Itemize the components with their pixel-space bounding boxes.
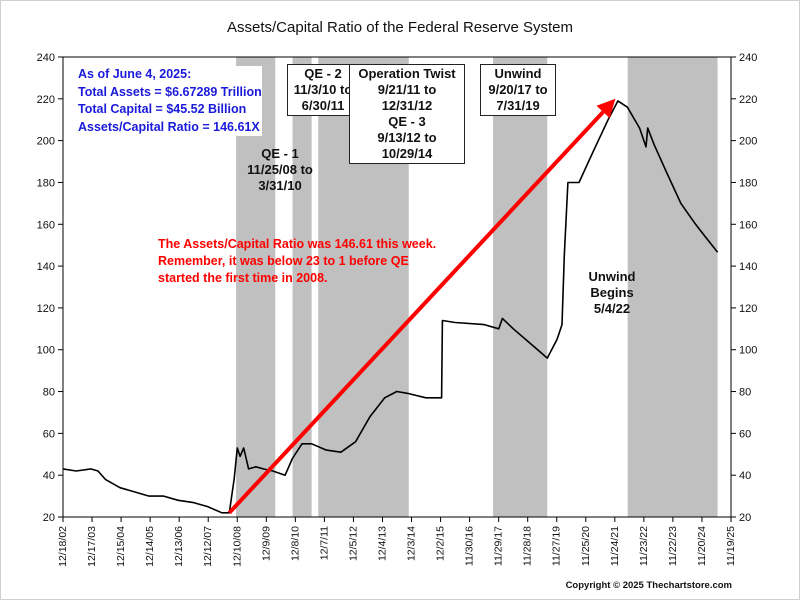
x-tick-label: 11/28/18: [522, 526, 534, 566]
shaded-period: [627, 57, 718, 517]
note-block: The Assets/Capital Ratio was 146.61 this…: [158, 236, 436, 287]
series-line: [62, 100, 719, 514]
copyright-text: Copyright © 2025 Thechartstore.com: [565, 580, 732, 591]
x-tick-label: 12/4/13: [376, 526, 388, 561]
y-tick-label-left: 140: [37, 261, 55, 273]
note-line: The Assets/Capital Ratio was 146.61 this…: [158, 237, 437, 251]
trend-arrow-shaft: [227, 110, 605, 515]
x-tick-label: 12/3/14: [406, 526, 418, 561]
y-tick-label-right: 60: [739, 428, 751, 440]
plot-area: [62, 56, 732, 518]
unwind-begins-label: Unwind Begins 5/4/22: [588, 269, 636, 316]
y-tick-label-left: 160: [37, 219, 55, 231]
info-line: As of June 4, 2025:: [78, 67, 192, 81]
y-tick-label-left: 120: [37, 303, 55, 315]
shaded-period: [493, 57, 548, 517]
x-tick-label: 12/5/12: [347, 526, 359, 561]
twist-qe3-label: Operation Twist 9/21/11 to 12/31/12 QE -…: [349, 64, 465, 164]
y-tick-label-right: 220: [739, 94, 757, 106]
x-tick-label: 12/13/06: [173, 526, 185, 567]
x-tick-label: 12/18/02: [57, 526, 69, 567]
trend-arrow-head: [596, 98, 616, 119]
y-tick-label-right: 200: [739, 136, 757, 148]
x-tick-label: 11/23/22: [638, 526, 650, 566]
x-tick-label: 12/9/09: [260, 526, 272, 561]
y-tick-label-right: 40: [739, 470, 751, 482]
shaded-period: [292, 57, 312, 517]
info-line: Assets/Capital Ratio = 146.61X: [78, 119, 260, 134]
x-tick-label: 11/30/16: [464, 526, 476, 566]
y-tick-label-right: 160: [739, 219, 757, 231]
y-tick-label-left: 220: [37, 94, 55, 106]
chart-title: Assets/Capital Ratio of the Federal Rese…: [227, 19, 573, 36]
unwind-label: Unwind 9/20/17 to 7/31/19: [480, 64, 556, 116]
x-tick-label: 11/27/19: [551, 526, 563, 566]
x-tick-label: 12/14/05: [144, 526, 156, 567]
note-line: Remember, it was below 23 to 1 before QE: [158, 254, 409, 268]
x-tick-label: 11/24/21: [609, 526, 621, 566]
y-tick-label-right: 100: [739, 345, 757, 357]
y-tick-label-right: 240: [739, 52, 757, 64]
trend-arrow: [227, 98, 616, 515]
x-tick-label: 12/8/10: [289, 526, 301, 561]
y-tick-label-left: 200: [37, 136, 55, 148]
x-tick-label: 11/22/23: [667, 526, 679, 566]
y-tick-label-right: 140: [739, 261, 757, 273]
y-tick-label-right: 180: [739, 177, 757, 189]
qe1-label: QE - 1 11/25/08 to 3/31/10: [247, 146, 313, 193]
y-tick-label-left: 60: [43, 428, 55, 440]
info-line: Total Capital = $45.52 Billion: [78, 102, 247, 116]
note-line: started the first time in 2008.: [158, 271, 328, 285]
x-tick-label: 11/20/24: [696, 526, 708, 566]
y-axis: 20 20 40 40 60 60 80 80 100 100 120 120 140 140 160 160…: [37, 52, 758, 524]
y-tick-label-left: 20: [43, 512, 55, 524]
x-tick-label: 12/15/04: [115, 526, 127, 567]
x-tick-label: 11/19/25: [725, 526, 737, 566]
y-tick-label-left: 40: [43, 470, 55, 482]
x-tick-label: 12/2/15: [435, 526, 447, 561]
y-tick-label-left: 100: [37, 345, 55, 357]
y-tick-label-right: 80: [739, 387, 751, 399]
x-tick-label: 12/7/11: [318, 526, 330, 560]
x-tick-label: 12/10/08: [231, 526, 243, 567]
y-tick-label-left: 80: [43, 387, 55, 399]
info-line: Total Assets = $6.67289 Trillion: [78, 84, 262, 99]
y-tick-label-right: 20: [739, 512, 751, 524]
qe2-label: QE - 2 11/3/10 to 6/30/11: [287, 64, 359, 116]
y-tick-label-left: 240: [37, 52, 55, 64]
x-tick-label: 12/17/03: [86, 526, 98, 567]
y-tick-label-left: 180: [37, 177, 55, 189]
x-tick-label: 11/25/20: [580, 526, 592, 566]
x-axis: 12/18/02 12/17/03 12/15/04 12/14/05 12/13/06…: [57, 517, 737, 567]
x-tick-label: 12/12/07: [202, 526, 214, 567]
x-tick-label: 11/29/17: [493, 526, 505, 566]
y-tick-label-right: 120: [739, 303, 757, 315]
info-block: As of June 4, 2025: Total Assets = $6.67…: [78, 66, 262, 136]
